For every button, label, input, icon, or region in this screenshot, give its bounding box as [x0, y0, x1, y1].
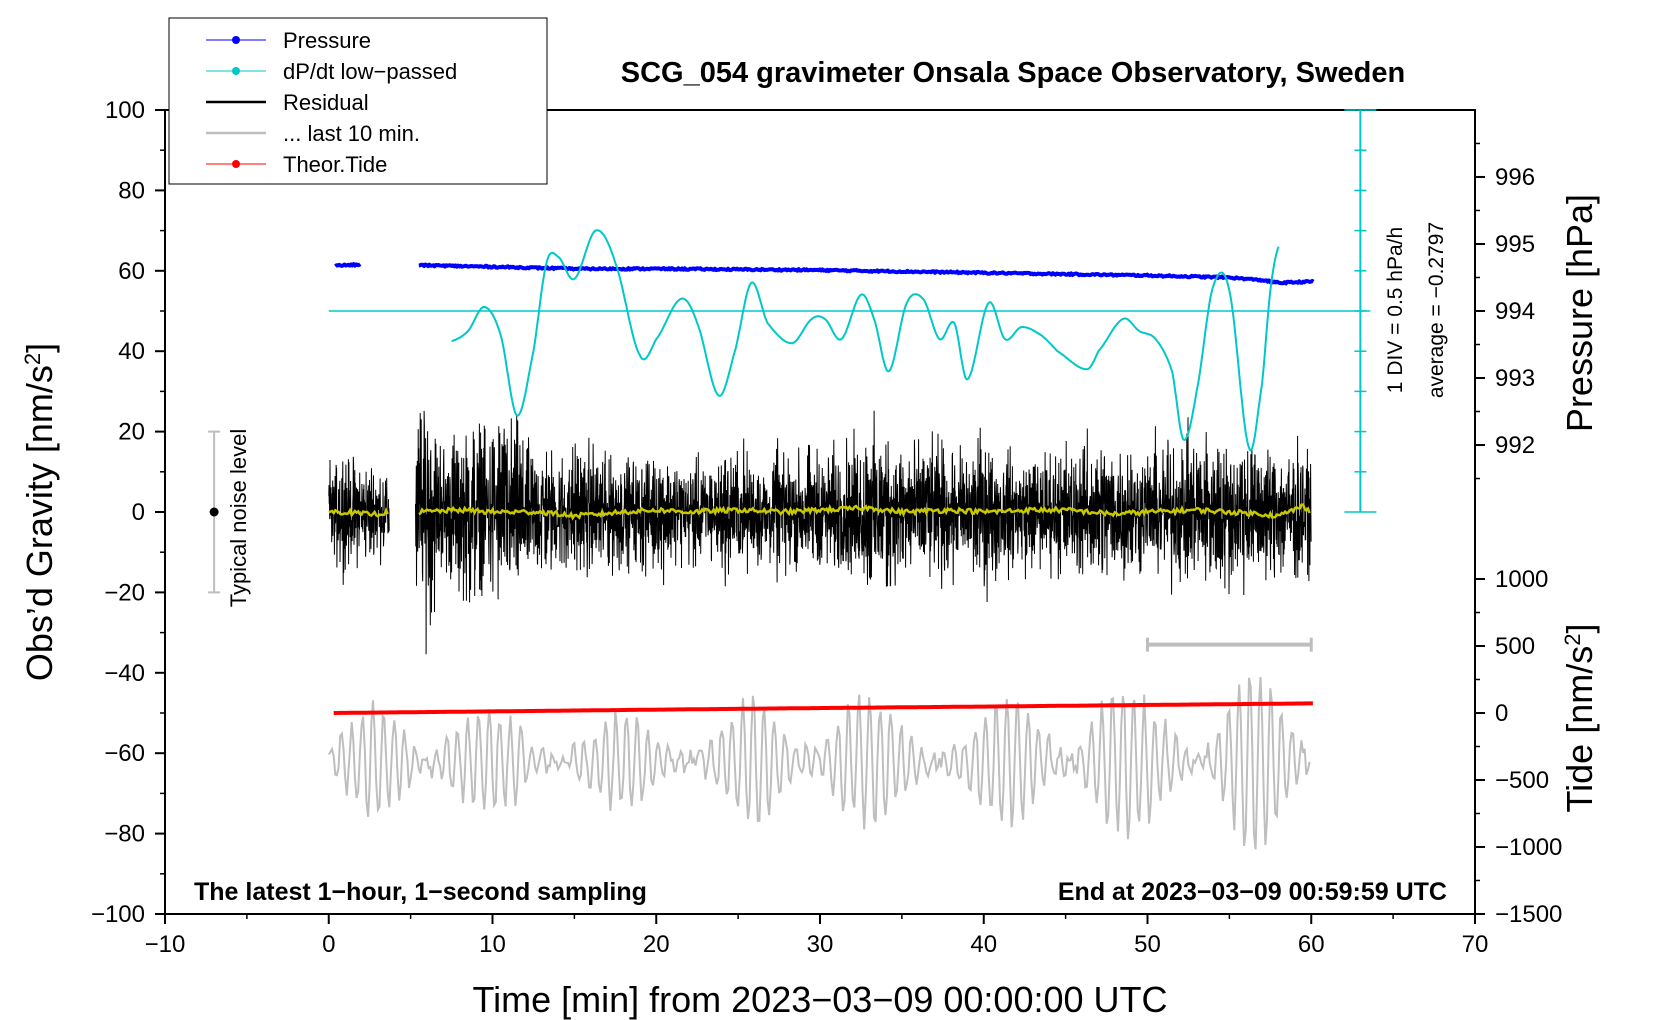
series-dpdt: [451, 229, 1280, 452]
pressure-tick-label: 993: [1495, 365, 1535, 392]
legend-items: Pressure dP/dt low−passed Residual ... last…: [206, 28, 457, 177]
x-tick-label: 0: [322, 931, 335, 958]
noise-bar-dot: [209, 507, 219, 517]
series-tide: [333, 701, 1313, 715]
legend-marker: [232, 36, 240, 44]
pressure-tick-label: 995: [1495, 231, 1535, 258]
pressure-tick-label: 992: [1495, 432, 1535, 459]
tide-tick-label: −1000: [1495, 834, 1562, 861]
axes-layer: −10 0 10 20 30 40 50 60 70−100−80−60−40−20020406…: [91, 97, 1562, 958]
legend-marker: [232, 67, 240, 75]
legend-label: Theor.Tide: [283, 152, 387, 177]
x-tick-label: 10: [479, 931, 506, 958]
tide-tick-label: 500: [1495, 633, 1535, 660]
y-tick-label: −80: [104, 821, 145, 848]
tide-tick-label: −500: [1495, 767, 1549, 794]
x-tick-label: 20: [643, 931, 670, 958]
legend-marker: [232, 160, 240, 168]
dpdt-average-label: average = −0.2797: [1425, 222, 1448, 398]
pressure-tick-label: 996: [1495, 164, 1535, 191]
y-tick-label: −40: [104, 660, 145, 687]
legend-label: Residual: [283, 90, 369, 115]
y-tick-label: −100: [91, 901, 145, 928]
legend-label: ... last 10 min.: [283, 121, 420, 146]
y-tick-label: 100: [105, 97, 145, 124]
legend-label: Pressure: [283, 28, 371, 53]
y-tick-label: 60: [118, 258, 145, 285]
tide-tick-label: −1500: [1495, 901, 1562, 928]
bottom-left-note: The latest 1−hour, 1−second sampling: [194, 878, 647, 906]
series-residual: [328, 410, 1312, 655]
x-tick-label: 70: [1462, 931, 1489, 958]
legend-label: dP/dt low−passed: [283, 59, 457, 84]
y-tick-label: −60: [104, 740, 145, 767]
tide-tick-label: 1000: [1495, 566, 1548, 593]
x-tick-label: 50: [1134, 931, 1161, 958]
series-smoothed-residual: [328, 503, 1311, 521]
x-tick-label: −10: [145, 931, 186, 958]
y-axis-label-tide: Tide [nm/s2]: [1559, 624, 1600, 813]
x-axis-label: Time [min] from 2023−03−09 00:00:00 UTC: [472, 979, 1167, 1020]
dpdt-scale-label: 1 DIV = 0.5 hPa/h: [1384, 227, 1407, 393]
x-tick-label: 30: [807, 931, 834, 958]
series-pressure: [334, 262, 1315, 286]
noise-level-label: Typical noise level: [226, 429, 251, 608]
x-tick-label: 60: [1298, 931, 1325, 958]
y-tick-label: 20: [118, 419, 145, 446]
series-layer: [208, 109, 1377, 850]
y-tick-label: −20: [104, 579, 145, 606]
legend: Pressure dP/dt low−passed Residual ... last…: [168, 17, 548, 185]
y-tick-label: 80: [118, 177, 145, 204]
series-last10: [327, 677, 1311, 850]
y-tick-label: 40: [118, 338, 145, 365]
tide-tick-label: 0: [1495, 700, 1508, 727]
y-axis-label-pressure: Pressure [hPa]: [1559, 194, 1600, 432]
x-tick-label: 40: [970, 931, 997, 958]
pressure-tick-label: 994: [1495, 298, 1535, 325]
bottom-right-note: End at 2023−03−09 00:59:59 UTC: [1058, 878, 1447, 906]
y-tick-label: 0: [132, 499, 145, 526]
chart-title: SCG_054 gravimeter Onsala Space Observat…: [621, 57, 1405, 89]
y-axis-label-left: Obs’d Gravity [nm/s2]: [19, 343, 60, 681]
